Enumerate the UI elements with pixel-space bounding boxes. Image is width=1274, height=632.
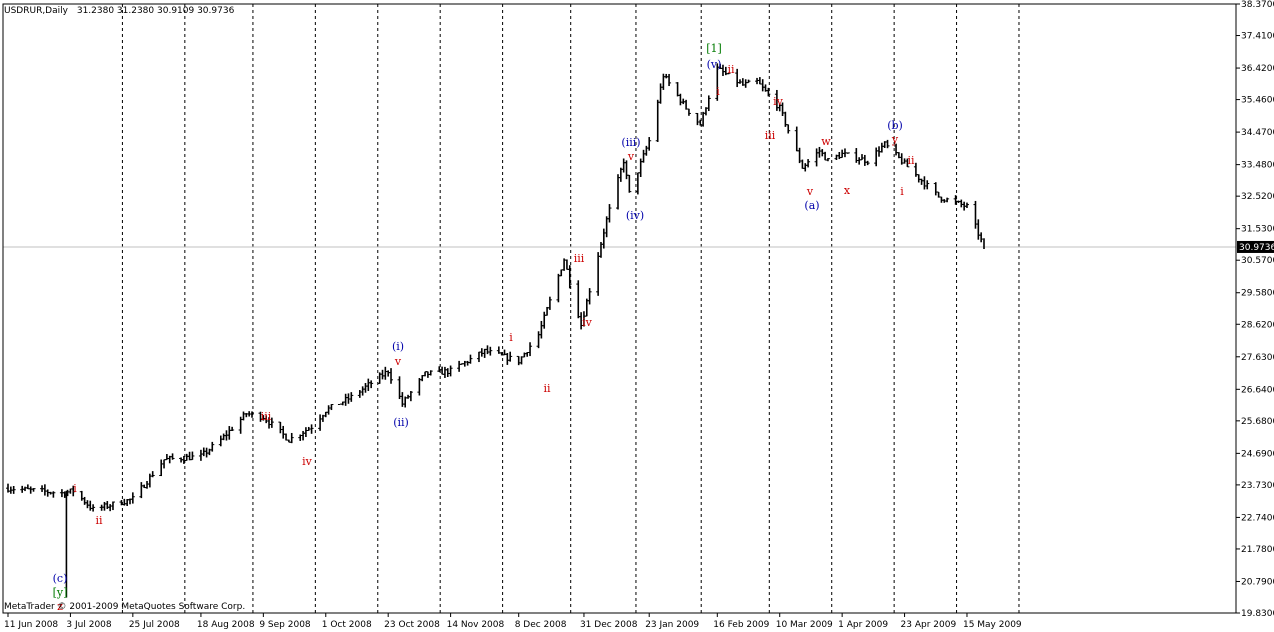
x-tick-label: 23 Jan 2009	[645, 620, 699, 630]
x-tick-label: 23 Apr 2009	[901, 620, 957, 630]
wave-annotation: ii	[727, 63, 735, 76]
wave-annotation: i	[73, 482, 77, 495]
annotations-layer: (c)[y]ziiiiiiiv(i)v(ii)iiiiiiiv(iii)v(iv…	[53, 42, 915, 613]
wave-annotation: (i)	[392, 340, 404, 353]
wave-annotation: x	[844, 184, 851, 197]
y-tick-label: 23.7300	[1241, 481, 1274, 491]
wave-annotation: (c)	[53, 572, 68, 585]
y-tick-label: 25.6800	[1241, 417, 1274, 427]
y-tick-label: 33.4800	[1241, 161, 1274, 171]
wave-annotation: [y]	[53, 586, 68, 599]
y-tick-label: 27.6300	[1241, 353, 1274, 363]
y-tick-label: 30.5700	[1241, 256, 1274, 266]
x-tick-label: 15 May 2009	[963, 620, 1022, 630]
wave-annotation: y	[891, 133, 899, 146]
wave-annotation: [1]	[706, 42, 722, 55]
y-tick-label: 38.3700	[1241, 0, 1274, 10]
wave-annotation: ii	[907, 154, 915, 167]
chart-header: USDRUR,Daily 31.2380 31.2380 30.9109 30.…	[4, 6, 235, 16]
x-tick-label: 14 Nov 2008	[447, 620, 505, 630]
wave-annotation: v	[806, 185, 814, 198]
current-price-label: 30.9736	[1239, 243, 1274, 253]
x-tick-label: 8 Dec 2008	[515, 620, 567, 630]
y-tick-label: 19.8300	[1241, 609, 1274, 619]
wave-annotation: ii	[543, 382, 551, 395]
y-tick-label: 29.5800	[1241, 289, 1274, 299]
ohlc-values: 31.2380 31.2380 30.9109 30.9736	[77, 6, 235, 16]
y-tick-label: 36.4200	[1241, 64, 1274, 74]
y-tick-label: 31.5300	[1241, 225, 1274, 235]
x-tick-label: 31 Dec 2008	[580, 620, 638, 630]
bars-layer	[6, 63, 985, 598]
x-tick-label: 3 Jul 2008	[66, 620, 111, 630]
wave-annotation: z	[57, 600, 63, 613]
x-tick-label: 9 Sep 2008	[259, 620, 311, 630]
y-tick-label: 26.6400	[1241, 385, 1274, 395]
y-tick-label: 20.7900	[1241, 577, 1274, 587]
x-tick-label: 1 Oct 2008	[322, 620, 372, 630]
wave-annotation: iii	[261, 410, 272, 423]
y-tick-label: 32.5200	[1241, 192, 1274, 202]
x-tick-label: 11 Jun 2008	[4, 620, 58, 630]
wave-annotation: v	[627, 150, 635, 163]
y-tick-label: 35.4600	[1241, 96, 1274, 106]
wave-annotation: (iv)	[626, 209, 644, 222]
wave-annotation: v	[394, 355, 402, 368]
y-tick-label: 37.4100	[1241, 32, 1274, 42]
wave-annotation: (b)	[887, 119, 903, 132]
x-tick-label: 25 Jul 2008	[129, 620, 180, 630]
x-tick-label: 10 Mar 2009	[776, 620, 833, 630]
wave-annotation: w	[821, 135, 831, 148]
wave-annotation: ii	[95, 514, 103, 527]
wave-annotation: i	[716, 85, 720, 98]
y-tick-label: 34.4700	[1241, 128, 1274, 138]
wave-annotation: iv	[582, 316, 593, 329]
y-tick-label: 28.6200	[1241, 320, 1274, 330]
wave-annotation: (a)	[804, 199, 819, 212]
x-tick-label: 23 Oct 2008	[384, 620, 440, 630]
wave-annotation: (v)	[707, 58, 722, 71]
x-tick-label: 16 Feb 2009	[713, 620, 769, 630]
wave-annotation: (ii)	[393, 416, 409, 429]
wave-annotation: i	[900, 185, 904, 198]
wave-annotation: i	[509, 331, 513, 344]
symbol-label: USDRUR,Daily	[4, 6, 69, 16]
wave-annotation: iv	[302, 455, 313, 468]
wave-annotation: iii	[574, 252, 585, 265]
wave-annotation: (iii)	[621, 136, 640, 149]
x-tick-label: 18 Aug 2008	[197, 620, 255, 630]
grid-layer	[3, 4, 1236, 613]
copyright-label: MetaTrader © 2001-2009 MetaQuotes Softwa…	[4, 602, 245, 612]
y-tick-label: 21.7800	[1241, 545, 1274, 555]
current-price-badge	[1237, 240, 1274, 253]
wave-annotation: iii	[765, 129, 776, 142]
plot-frame	[2, 3, 1237, 614]
wave-annotation: iv	[773, 95, 784, 108]
y-tick-label: 22.7400	[1241, 513, 1274, 523]
x-tick-label: 1 Apr 2009	[838, 620, 888, 630]
y-tick-label: 24.6900	[1241, 449, 1274, 459]
